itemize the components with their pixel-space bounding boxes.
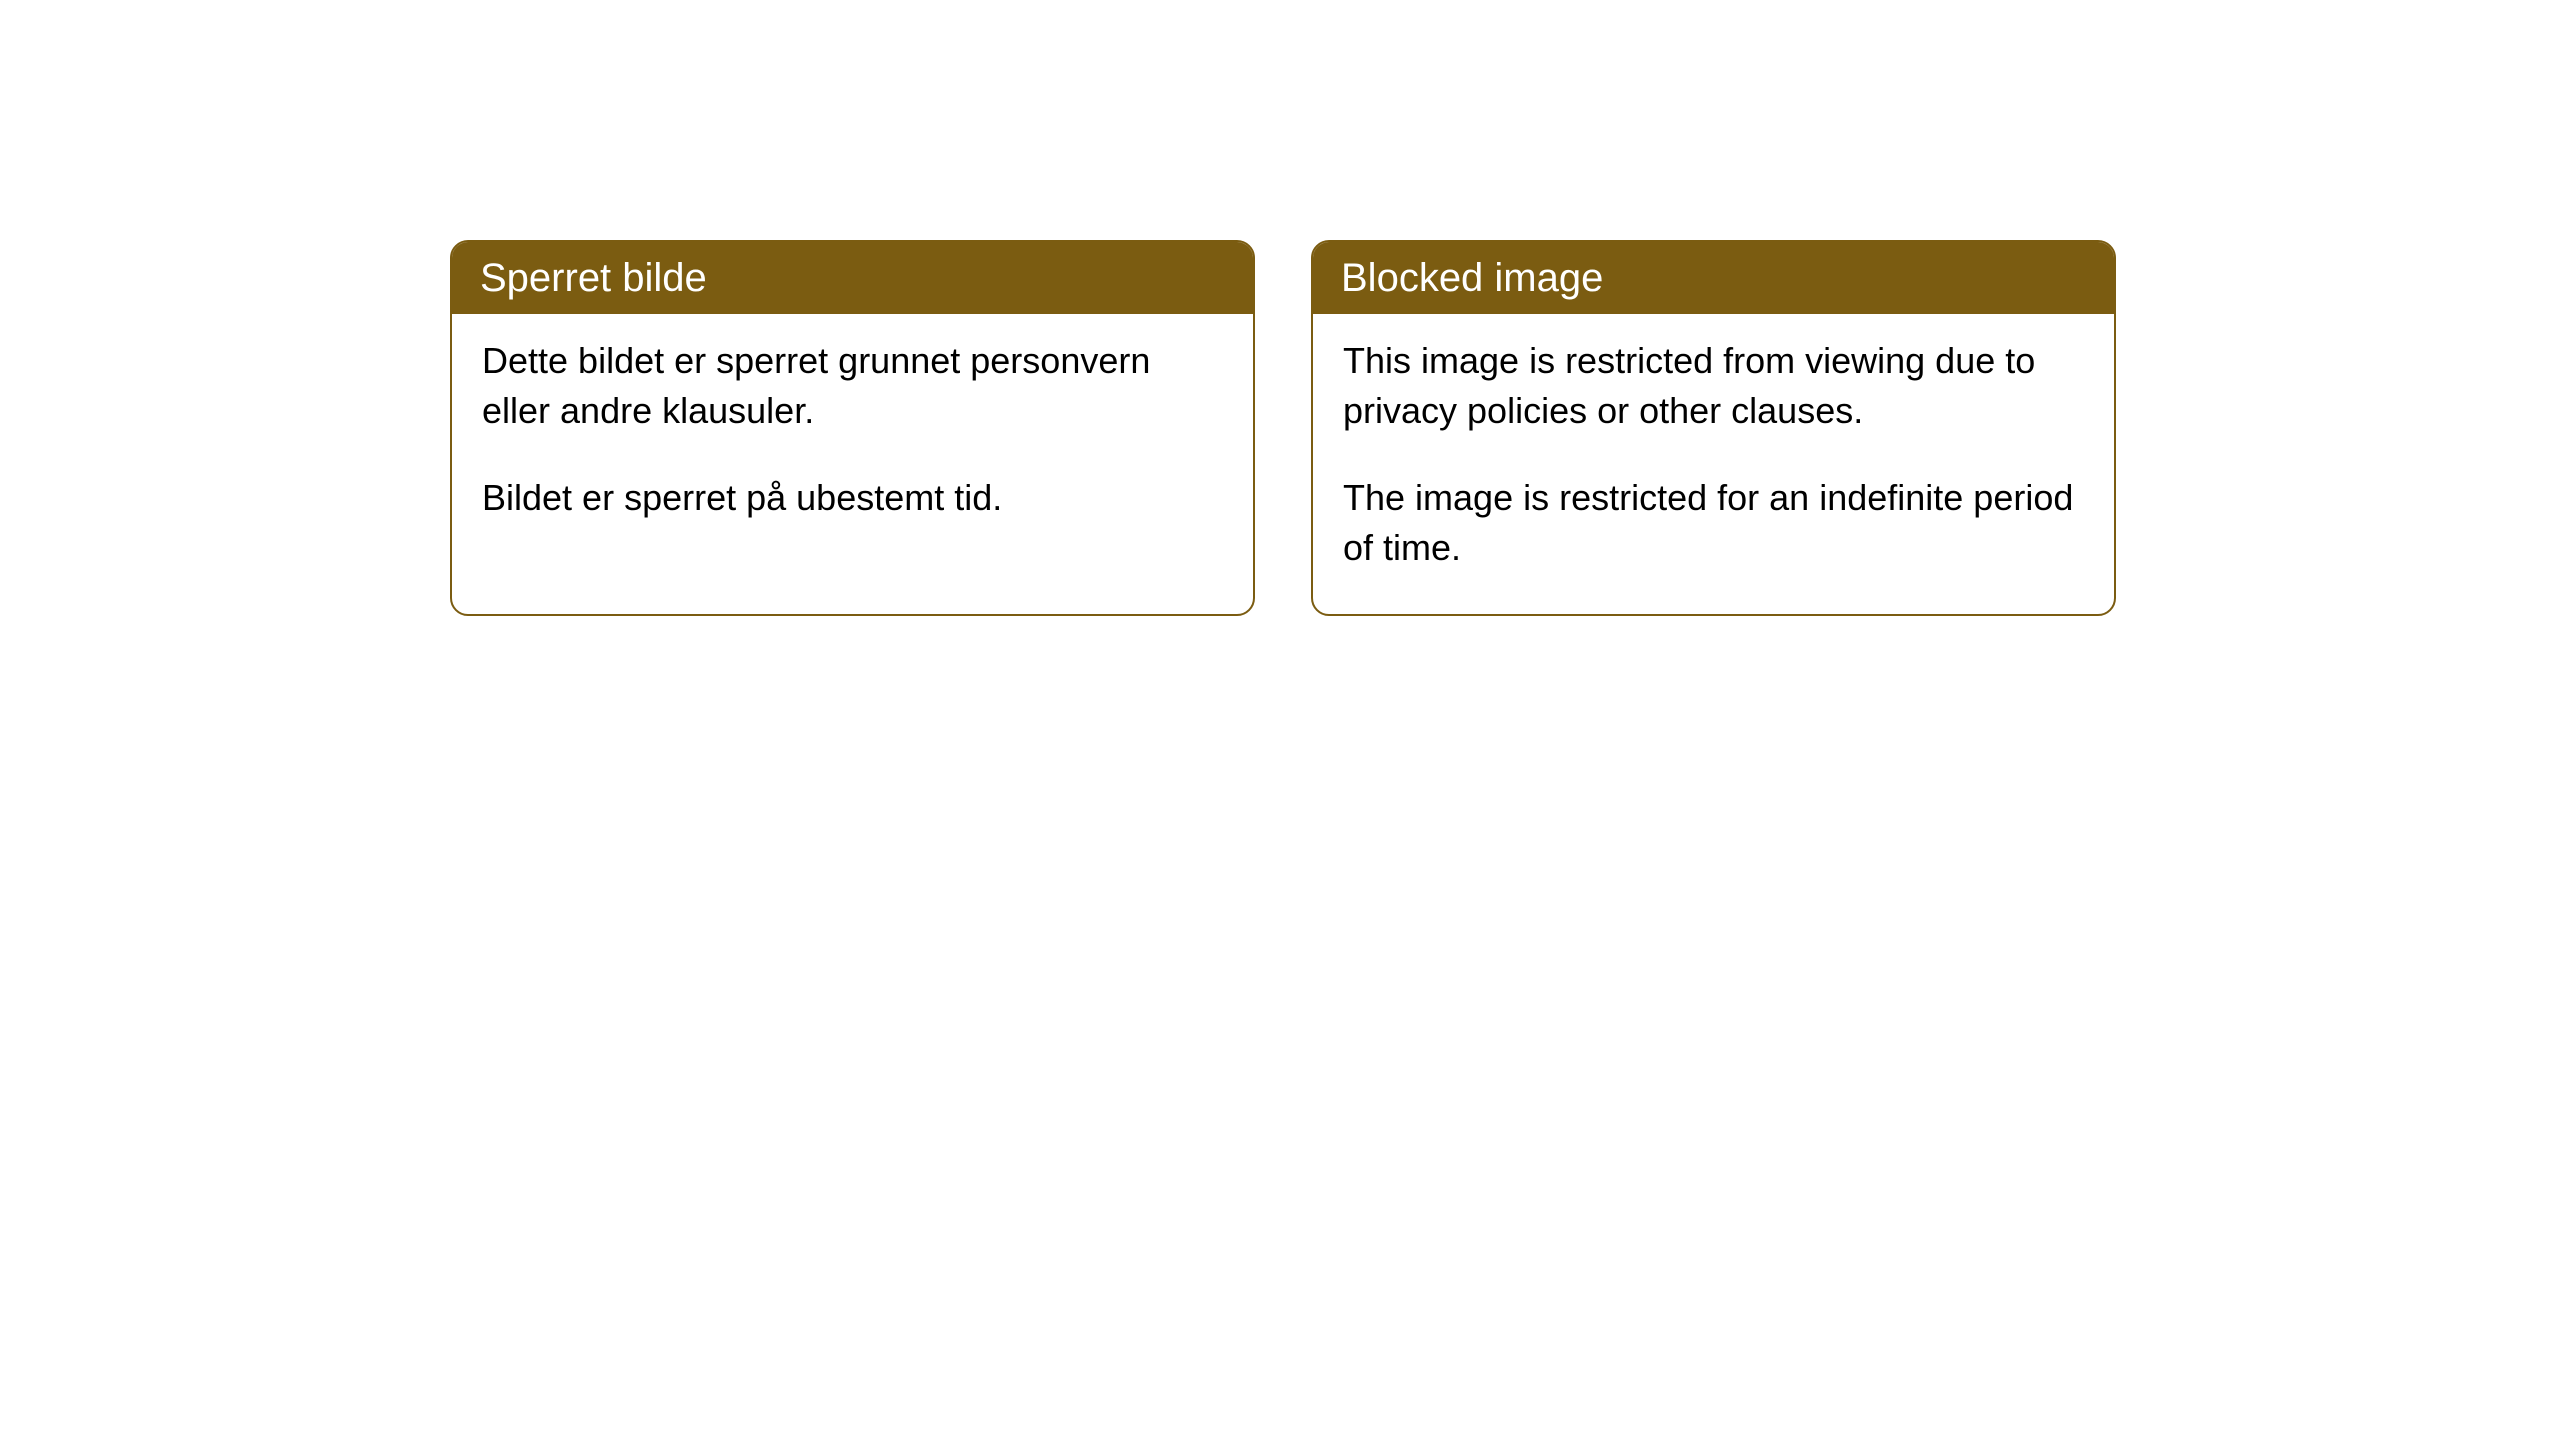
card-body-en: This image is restricted from viewing du… xyxy=(1313,314,2114,614)
card-text-no-1: Dette bildet er sperret grunnet personve… xyxy=(482,336,1223,437)
cards-container: Sperret bilde Dette bildet er sperret gr… xyxy=(0,0,2560,616)
blocked-image-card-no: Sperret bilde Dette bildet er sperret gr… xyxy=(450,240,1255,616)
card-header-no: Sperret bilde xyxy=(452,242,1253,314)
card-text-en-1: This image is restricted from viewing du… xyxy=(1343,336,2084,437)
card-header-en: Blocked image xyxy=(1313,242,2114,314)
card-body-no: Dette bildet er sperret grunnet personve… xyxy=(452,314,1253,563)
card-text-en-2: The image is restricted for an indefinit… xyxy=(1343,473,2084,574)
card-text-no-2: Bildet er sperret på ubestemt tid. xyxy=(482,473,1223,523)
blocked-image-card-en: Blocked image This image is restricted f… xyxy=(1311,240,2116,616)
